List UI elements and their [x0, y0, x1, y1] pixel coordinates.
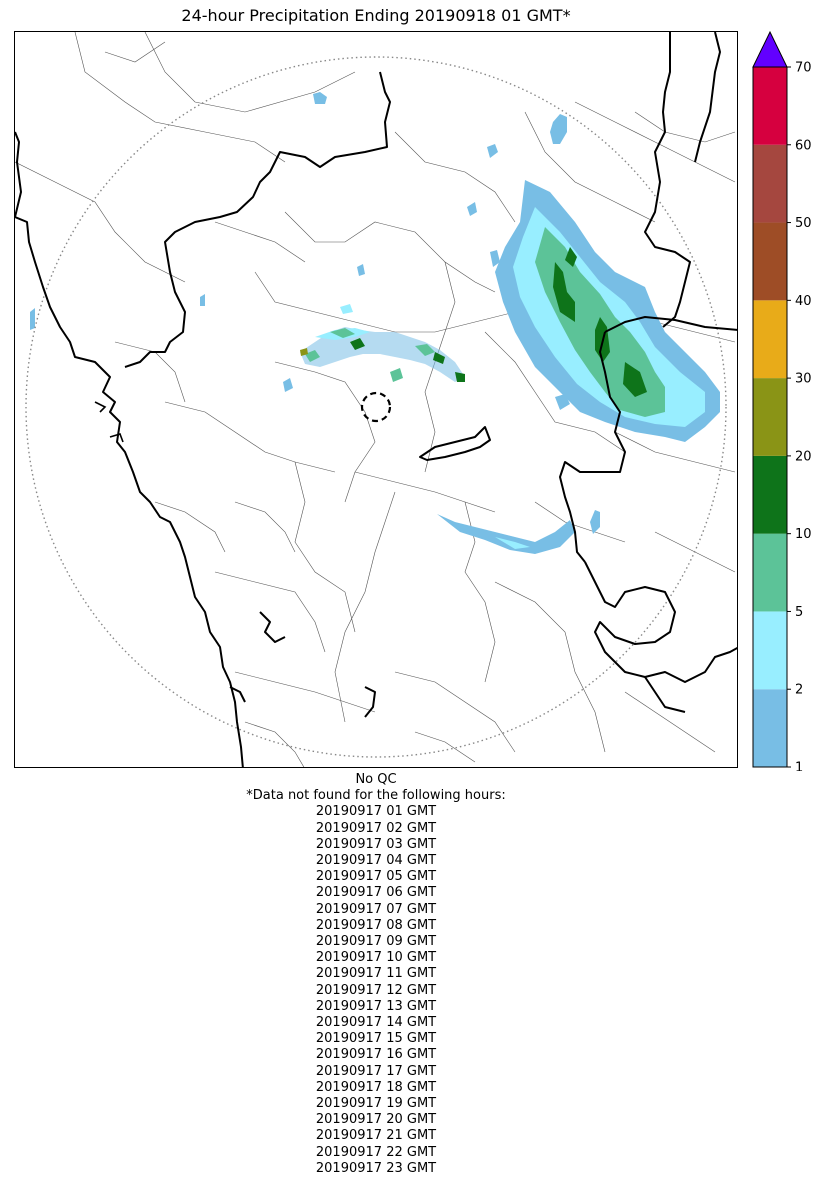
- missing-hour-item: 20190917 08 GMT: [315, 917, 437, 933]
- missing-hour-item: 20190917 16 GMT: [315, 1047, 437, 1063]
- missing-hour-item: 20190917 11 GMT: [315, 966, 437, 982]
- missing-hours-list: 20190917 01 GMT 20190917 02 GMT 20190917 0…: [14, 804, 738, 1177]
- colorbar-bin: [753, 689, 787, 767]
- qc-note: No QC: [355, 772, 397, 787]
- colorbar-bin: [753, 455, 787, 534]
- missing-hour-item: 20190917 01 GMT: [315, 804, 437, 820]
- missing-hour-item: 20190917 22 GMT: [315, 1144, 437, 1160]
- missing-hour-item: 20190917 15 GMT: [315, 1031, 437, 1047]
- colorbar-tick-label: 2: [795, 683, 803, 698]
- missing-hour-item: 20190917 05 GMT: [315, 869, 437, 885]
- colorbar-bin: [753, 533, 787, 612]
- colorbar-tick-label: 60: [795, 138, 812, 153]
- precipitation-colorbar: 1 2 5 10 20 30 40 50 60 70: [752, 30, 825, 776]
- missing-hour-item: 20190917 17 GMT: [315, 1063, 437, 1079]
- colorbar-extend-triangle: [752, 30, 788, 68]
- footer-notes: No QC *Data not found for the following …: [14, 772, 738, 1177]
- coastline: [94, 401, 124, 443]
- colorbar-bin: [753, 300, 787, 379]
- missing-hour-item: 20190917 13 GMT: [315, 998, 437, 1014]
- missing-hour-item: 20190917 04 GMT: [315, 853, 437, 869]
- missing-hour-item: 20190917 07 GMT: [315, 901, 437, 917]
- colorbar-tick-label: 40: [795, 294, 812, 309]
- missing-hour-item: 20190917 02 GMT: [315, 820, 437, 836]
- missing-hour-item: 20190917 14 GMT: [315, 1015, 437, 1031]
- state-borders: [15, 32, 737, 767]
- colorbar-bin: [753, 222, 787, 301]
- colorbar-tick-label: 30: [795, 372, 812, 387]
- colorbar-bin: [753, 67, 787, 145]
- precipitation-overlay: [30, 92, 720, 554]
- map-canvas: [15, 32, 737, 767]
- missing-hour-item: 20190917 03 GMT: [315, 836, 437, 852]
- radar-range-ring: [25, 56, 727, 758]
- colorbar-tick-label: 10: [795, 527, 812, 542]
- colorbar-tick-label: 1: [795, 761, 803, 772]
- missing-hour-item: 20190917 06 GMT: [315, 885, 437, 901]
- colorbar-canvas: 1 2 5 10 20 30 40 50 60 70: [752, 30, 812, 776]
- colorbar-bin: [753, 378, 787, 456]
- colorbar-tick-label: 50: [795, 216, 812, 231]
- missing-hour-item: 20190917 10 GMT: [315, 950, 437, 966]
- map-title: 24-hour Precipitation Ending 20190918 01…: [181, 6, 571, 25]
- missing-hour-item: 20190917 12 GMT: [315, 982, 437, 998]
- colorbar-frame: [752, 66, 788, 768]
- colorbar-bin: [753, 144, 787, 223]
- missing-hour-item: 20190917 09 GMT: [315, 934, 437, 950]
- colorbar-tick-label: 5: [795, 605, 803, 620]
- missing-hours-header: *Data not found for the following hours:: [246, 788, 506, 804]
- colorbar-bin: [753, 611, 787, 690]
- colorbar-tick-label: 20: [795, 449, 812, 464]
- missing-hour-item: 20190917 21 GMT: [315, 1128, 437, 1144]
- missing-hour-item: 20190917 19 GMT: [315, 1096, 437, 1112]
- colorbar-tick-label: 70: [795, 61, 812, 76]
- missing-hour-item: 20190917 20 GMT: [315, 1112, 437, 1128]
- missing-hour-item: 20190917 18 GMT: [315, 1079, 437, 1095]
- missing-hour-item: 20190917 23 GMT: [315, 1160, 437, 1176]
- radar-site-marker: [360, 391, 392, 423]
- precipitation-map[interactable]: [14, 31, 738, 768]
